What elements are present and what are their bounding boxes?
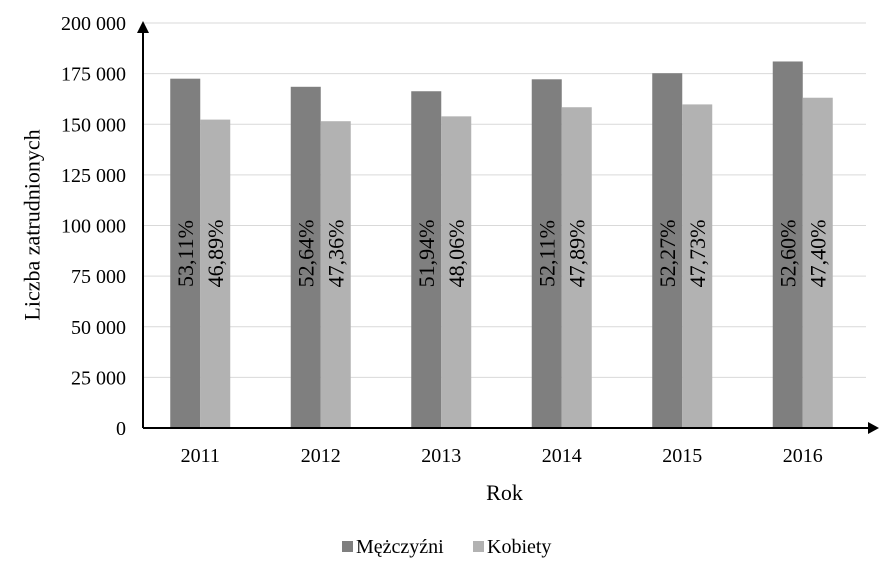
x-tick-label: 2015 — [662, 445, 702, 467]
bar-women-2012 — [320, 121, 351, 429]
data-label: 48,06% — [444, 220, 469, 288]
data-label: 47,40% — [805, 220, 830, 288]
data-label: 47,73% — [685, 220, 710, 288]
x-tick-label: 2013 — [421, 445, 461, 467]
legend-label: Mężczyźni — [356, 536, 444, 558]
data-label: 47,36% — [323, 220, 348, 288]
data-label: 51,94% — [414, 220, 439, 288]
y-tick-labels: 0 25 000 50 000 75 000 100 000 125 000 150 000… — [61, 13, 126, 440]
data-label: 47,89% — [564, 220, 589, 288]
x-tick-label: 2014 — [542, 445, 582, 467]
x-tick-label: 2012 — [301, 445, 341, 467]
bar-women-2015 — [682, 104, 713, 428]
y-axis-arrow — [137, 21, 149, 33]
bar-men-2015 — [652, 73, 683, 428]
x-tick-labels: 2011 2012 2013 2014 2015 2016 — [181, 445, 823, 467]
bar-men-2011 — [170, 78, 201, 428]
y-tick-label: 200 000 — [61, 13, 126, 35]
y-tick-label: 150 000 — [61, 114, 126, 136]
y-tick-label: 175 000 — [61, 64, 126, 86]
y-tick-label: 100 000 — [61, 216, 126, 238]
y-tick-label: 125 000 — [61, 165, 126, 187]
data-label: 52,27% — [655, 220, 680, 288]
bar-women-2016 — [802, 97, 833, 428]
y-tick-label: 50 000 — [71, 317, 126, 339]
gridlines — [143, 22, 866, 378]
bar-men-2014 — [531, 79, 562, 429]
bar-men-2012 — [290, 86, 321, 428]
legend-label: Kobiety — [487, 536, 551, 558]
data-label: 53,11% — [173, 220, 198, 287]
bar-men-2016 — [772, 61, 803, 428]
y-tick-label: 0 — [116, 418, 126, 440]
bar-women-2013 — [441, 116, 472, 428]
bar-women-2011 — [200, 119, 231, 428]
data-label: 52,11% — [534, 220, 559, 287]
x-axis-arrow — [868, 422, 879, 434]
y-tick-label: 75 000 — [71, 266, 126, 288]
x-tick-label: 2011 — [181, 445, 220, 467]
bars — [170, 61, 833, 429]
data-labels: 53,11% 46,89% 52,64% 47,36% 51,94% 48,06% 52,1… — [173, 220, 831, 288]
y-axis-title: Liczba zatrudnionych — [20, 129, 45, 320]
x-tick-label: 2016 — [783, 445, 823, 467]
legend-swatch — [473, 541, 484, 552]
axes — [137, 21, 879, 434]
data-label: 52,60% — [775, 220, 800, 288]
x-axis-title: Rok — [486, 480, 523, 505]
data-label: 52,64% — [293, 220, 318, 288]
y-tick-label: 25 000 — [71, 367, 126, 389]
bar-men-2013 — [411, 91, 442, 429]
legend-swatch — [342, 541, 353, 552]
legend: Mężczyźni Kobiety — [342, 536, 551, 558]
data-label: 46,89% — [203, 220, 228, 288]
bar-women-2014 — [561, 107, 592, 429]
